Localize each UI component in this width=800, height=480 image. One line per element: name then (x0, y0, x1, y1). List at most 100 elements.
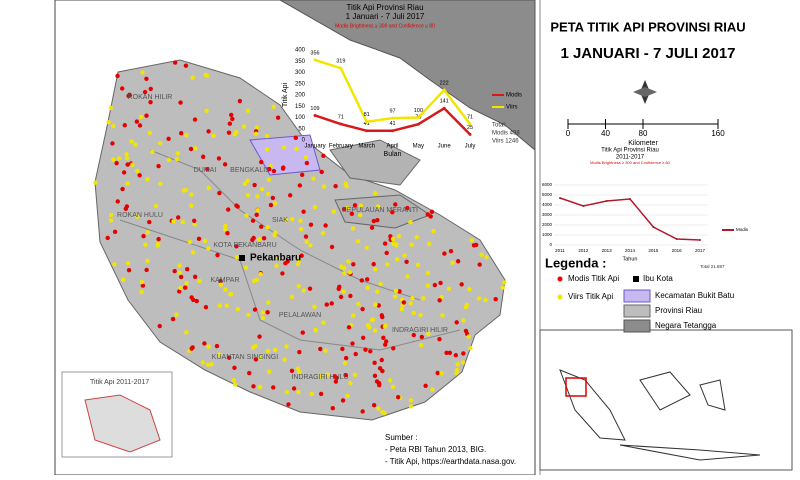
map-title: PETA TITIK API PROVINSI RIAU (550, 19, 745, 34)
total-label: Total 21.887 (700, 264, 725, 269)
value-label: 71 (338, 114, 344, 120)
hotspot (226, 207, 231, 212)
hotspot (364, 245, 369, 251)
y-tick-label: 0 (302, 138, 306, 144)
hotspot (312, 204, 318, 210)
data-point (559, 197, 561, 199)
hotspot (138, 114, 144, 120)
hotspot (177, 270, 183, 275)
hotspot (437, 336, 442, 342)
hotspot (280, 271, 285, 276)
hotspot (140, 283, 146, 288)
scale-label: 80 (639, 129, 648, 138)
hotspot (260, 186, 265, 192)
chart-title: Titik Api Provinsi Riau (346, 3, 423, 12)
hotspot (232, 382, 238, 387)
hotspot (361, 335, 366, 340)
neighbor-country (278, 0, 536, 152)
total-label: Viirs 1246 (492, 139, 519, 145)
hotspot (184, 281, 189, 286)
hotspot (360, 409, 365, 414)
hotspot (331, 209, 336, 214)
y-tick-label: 50 (298, 126, 305, 132)
hotspot (242, 181, 248, 187)
hotspot (217, 190, 222, 196)
hotspot (111, 157, 116, 162)
hotspot (425, 270, 431, 276)
hotspot (318, 391, 324, 397)
hotspot (429, 209, 435, 215)
hotspot (224, 303, 229, 308)
hotspot (192, 222, 197, 227)
region-label: KOTA PEKANBARU (213, 242, 276, 249)
region-label: INDRAGIRI HULU (291, 374, 348, 381)
hotspot (157, 323, 162, 329)
hotspot (237, 98, 243, 104)
hotspot (385, 262, 390, 267)
region-label: SIAK (272, 217, 288, 224)
hotspot (502, 280, 507, 285)
hotspot (289, 294, 295, 300)
hotspot (381, 335, 386, 340)
hotspot (234, 254, 239, 260)
hotspot (202, 238, 208, 244)
hotspot (348, 381, 353, 386)
hotspot (355, 239, 361, 244)
hotspot (125, 260, 131, 266)
hotspot (145, 258, 150, 264)
hotspot (135, 168, 140, 173)
map-title: 1 JANUARI - 7 JULI 2017 (560, 45, 735, 62)
hotspot (397, 289, 402, 294)
hotspot (304, 160, 310, 166)
hotspot (324, 302, 329, 307)
value-label: 81 (364, 112, 370, 118)
hotspot (464, 302, 470, 308)
hotspot (126, 267, 132, 273)
hotspot (280, 166, 286, 171)
data-point (468, 122, 472, 126)
hotspot (345, 393, 350, 399)
hotspot (254, 277, 260, 283)
hotspot (259, 159, 264, 165)
hotspot (349, 211, 355, 217)
hotspot (296, 283, 301, 289)
hotspot (222, 227, 228, 232)
hotspot (218, 282, 224, 288)
hotspot (329, 244, 335, 250)
hotspot (266, 300, 271, 305)
data-point (416, 116, 420, 119)
hotspot (158, 140, 163, 146)
hotspot (410, 295, 415, 301)
hotspot (297, 183, 303, 188)
hotspot (357, 213, 363, 218)
hotspot (350, 341, 355, 346)
hotspot (255, 208, 260, 213)
hotspot (120, 86, 125, 91)
hotspot (299, 253, 304, 258)
hotspot (175, 151, 181, 156)
hotspot (274, 263, 279, 269)
data-point (365, 129, 369, 133)
hotspot (106, 119, 111, 125)
hotspot (442, 251, 447, 256)
hotspot (247, 370, 252, 376)
hotspot (296, 258, 302, 263)
y-tick-label: 300 (295, 70, 306, 76)
hotspot (312, 304, 317, 309)
x-tick-label: February (329, 144, 353, 150)
hotspot (300, 330, 305, 335)
hotspot (341, 265, 347, 271)
data-point (313, 113, 317, 117)
hotspot (245, 108, 251, 113)
x-tick-label: 2016 (672, 248, 683, 253)
y-axis-label: Titik Api (282, 82, 289, 107)
scale-label: 40 (601, 129, 610, 138)
hotspot (307, 286, 313, 291)
hotspot (150, 149, 155, 155)
hotspot (387, 378, 393, 383)
hotspot (125, 162, 130, 167)
region-label: BENGKALIS (230, 167, 270, 174)
hotspot (137, 173, 142, 178)
hotspot (286, 402, 291, 407)
hotspot (258, 355, 263, 361)
